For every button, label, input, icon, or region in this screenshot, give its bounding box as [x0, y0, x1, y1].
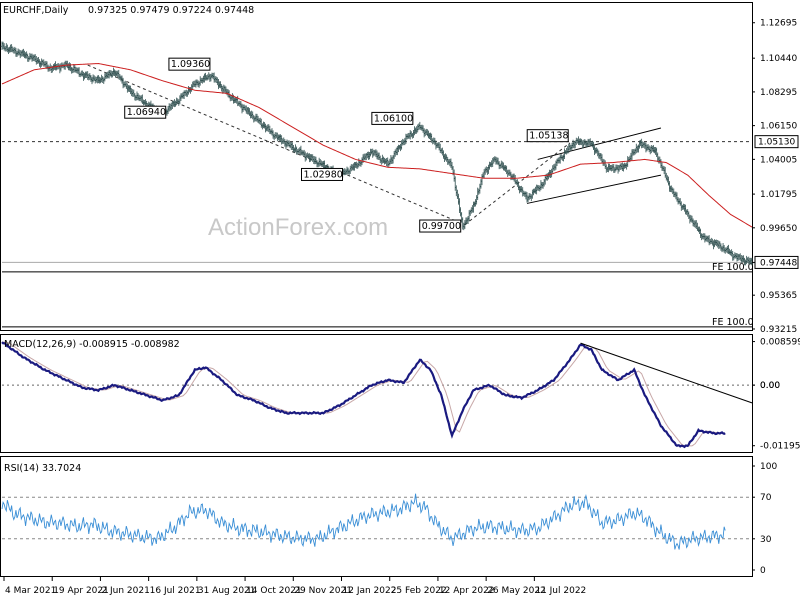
ema-line — [1, 63, 753, 228]
macd-layer — [1, 341, 753, 449]
rsi-tick-label: 70 — [760, 493, 772, 503]
macd-tick-label: 0.00 — [760, 381, 780, 391]
price-layer: FE 100.0 FE 100.0 1.09360 1.06940 1.06100 1.0… — [0, 41, 754, 328]
annotation-label: 1.05138 — [529, 131, 568, 142]
date-label: 26 May 2022 — [487, 586, 546, 596]
date-label: 4 Mar 2021 — [5, 586, 56, 596]
macd-tick-label: -0.011958 — [760, 442, 800, 452]
annotation-label: 1.09360 — [171, 59, 210, 70]
fe-label-1: FE 100.0 — [712, 262, 754, 273]
date-label: 29 Nov 2021 — [294, 586, 352, 596]
channel-lower-line — [526, 174, 662, 204]
annotation-box — [301, 167, 343, 181]
macd-line — [1, 341, 726, 449]
price-bar — [750, 257, 754, 266]
price-title: EURCHF,Daily — [3, 5, 69, 16]
rsi-panel-frame — [0, 456, 753, 577]
fe-label-2: FE 100.0 — [712, 317, 754, 328]
macd-label: MACD(12,26,9) -0.008915 -0.008982 — [4, 339, 180, 350]
rsi-label: RSI(14) 33.7024 — [4, 463, 81, 474]
ohlc-values: 0.97325 0.97479 0.97224 0.97448 — [88, 5, 254, 16]
price-tick-label: 1.12695 — [760, 19, 797, 29]
date-label: 11 Jul 2022 — [535, 586, 586, 596]
date-label: 25 Feb 2022 — [391, 586, 447, 596]
watermark: ActionForex.com — [208, 214, 388, 241]
annotation-label: 1.02980 — [304, 169, 343, 180]
hline-price-box — [754, 135, 799, 149]
rsi-tick-label: 0 — [760, 566, 766, 576]
price-tick-label: 1.04005 — [760, 155, 797, 165]
annotation-box — [419, 219, 462, 233]
macd-panel-frame — [0, 334, 753, 453]
date-label: 31 Aug 2021 — [198, 586, 256, 596]
date-label: 2 Jun 2021 — [101, 586, 149, 596]
date-label: 12 Apr 2022 — [439, 586, 495, 596]
price-tick-label: 0.93215 — [760, 325, 797, 335]
rsi-line — [1, 493, 726, 550]
annotation-box — [168, 57, 211, 71]
rsi-layer — [1, 493, 752, 550]
price-tick-label: 1.10440 — [760, 54, 797, 64]
macd-tick-label: 0.00 — [760, 381, 780, 391]
annotation-box — [526, 129, 569, 143]
date-label: 16 Jul 2021 — [150, 586, 201, 596]
falling-trendline — [87, 64, 466, 226]
date-label: 19 Apr 2021 — [53, 586, 109, 596]
macd-trendline — [580, 342, 753, 404]
price-tick-label: 1.06150 — [760, 122, 797, 132]
date-label: 12 Jan 2022 — [343, 586, 397, 596]
axis-layer: 1.12695 1.10440 1.08295 1.06150 1.04005 1.017… — [3, 19, 800, 596]
macd-tick-label: 0.008599 — [760, 338, 800, 348]
annotation-box — [124, 105, 167, 119]
price-panel-frame — [0, 2, 753, 331]
price-tick-label: 1.08295 — [760, 88, 797, 98]
rsi-tick-label: 100 — [760, 462, 777, 472]
hline-price-label: 1.05130 — [758, 138, 795, 148]
rsi-tick-label: 30 — [760, 535, 772, 545]
price-tick-label: 0.97448 — [760, 258, 797, 268]
date-label: 14 Oct 2021 — [246, 586, 302, 596]
annotation-label: 0.99700 — [422, 221, 461, 232]
macd-signal-line — [2, 341, 726, 447]
annotation-label: 1.06100 — [374, 113, 413, 124]
price-tick-label: 1.01795 — [760, 190, 797, 200]
price-tick-label: 0.95365 — [760, 291, 797, 301]
annotation-label: 1.06940 — [127, 107, 166, 118]
annotation-box — [371, 111, 414, 125]
price-tick-label: 0.99650 — [760, 224, 797, 234]
channel-upper-line — [537, 127, 662, 160]
